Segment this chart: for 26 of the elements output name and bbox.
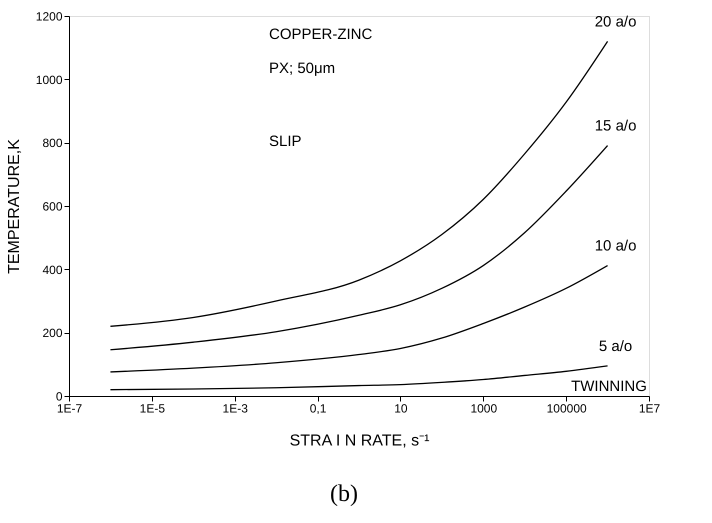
y-tick-label: 1200 [36, 10, 63, 24]
y-axis-title: TEMPERATURE,K [6, 138, 23, 274]
x-tick-label: 1000 [470, 402, 498, 416]
annotation: PX; 50μm [269, 60, 336, 77]
x-tick-label: 1E7 [638, 402, 660, 416]
annotation: COPPER-ZINC [269, 26, 373, 43]
y-tick-label: 400 [42, 262, 63, 277]
y-tick-label: 0 [56, 390, 63, 404]
x-tick-label: 1E-7 [56, 402, 82, 416]
annotation: TWINNING [571, 378, 647, 395]
series-label: 15 a/o [594, 118, 636, 135]
y-tick-label: 1000 [36, 72, 63, 87]
series-label: 20 a/o [594, 13, 636, 30]
series-label: 10 a/o [594, 238, 636, 255]
y-tick-label: 800 [42, 136, 63, 150]
x-tick-label: 0,1 [310, 402, 327, 416]
series-label: 5 a/o [598, 338, 632, 355]
x-tick-label: 100000 [546, 402, 587, 416]
text: (b) [330, 481, 358, 507]
x-axis-title: STRA I N RATE, s⁻¹ [290, 432, 430, 450]
y-tick-label: 200 [42, 326, 63, 340]
x-tick-label: 10 [394, 402, 408, 416]
y-tick-label: 600 [42, 200, 63, 214]
annotation: SLIP [269, 133, 302, 150]
x-tick-label: 1E-3 [222, 402, 248, 416]
x-tick-label: 1E-5 [140, 402, 166, 416]
